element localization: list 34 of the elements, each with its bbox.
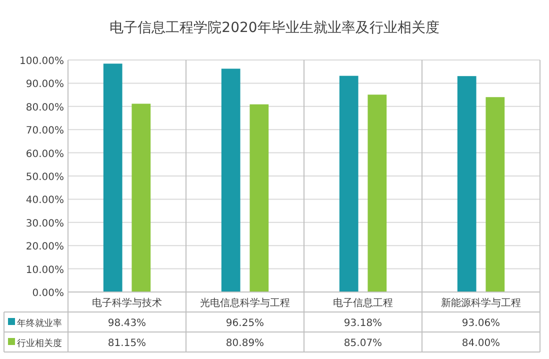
bar — [132, 104, 151, 292]
legend-label: 行业相关度 — [17, 338, 62, 349]
x-tick-label: 新能源科学与工程 — [441, 297, 521, 309]
x-tick-label: 电子信息工程 — [333, 297, 393, 309]
bar — [103, 64, 122, 292]
data-label: 81.15% — [108, 338, 146, 349]
bar — [457, 76, 476, 292]
x-tick-label: 光电信息科学与工程 — [200, 297, 290, 309]
bar — [368, 94, 387, 292]
y-tick-label: 80.00% — [26, 102, 64, 114]
y-tick-label: 50.00% — [26, 172, 64, 183]
bar — [250, 104, 269, 292]
x-tick-label: 电子科学与技术 — [92, 297, 162, 309]
data-label: 80.89% — [226, 338, 264, 349]
bar — [221, 68, 240, 292]
y-tick-label: 30.00% — [26, 218, 64, 230]
y-tick-label: 70.00% — [26, 126, 64, 137]
data-label: 98.43% — [108, 318, 146, 329]
y-tick-label: 40.00% — [26, 195, 64, 206]
y-tick-label: 0.00% — [32, 288, 64, 299]
y-tick-label: 100.00% — [20, 56, 64, 67]
y-tick-label: 90.00% — [26, 79, 64, 90]
data-label: 84.00% — [462, 338, 500, 349]
legend-label: 年终就业率 — [17, 318, 62, 329]
y-tick-label: 20.00% — [26, 242, 64, 253]
chart-title: 电子信息工程学院2020年毕业生就业率及行业相关度 — [110, 20, 440, 36]
data-label: 96.25% — [226, 318, 264, 329]
y-tick-label: 10.00% — [26, 264, 64, 276]
data-label: 93.18% — [344, 318, 382, 329]
bar — [486, 97, 505, 292]
bar — [339, 76, 358, 292]
data-label: 93.06% — [462, 318, 500, 329]
y-tick-label: 60.00% — [26, 148, 64, 160]
data-label: 85.07% — [344, 338, 382, 349]
